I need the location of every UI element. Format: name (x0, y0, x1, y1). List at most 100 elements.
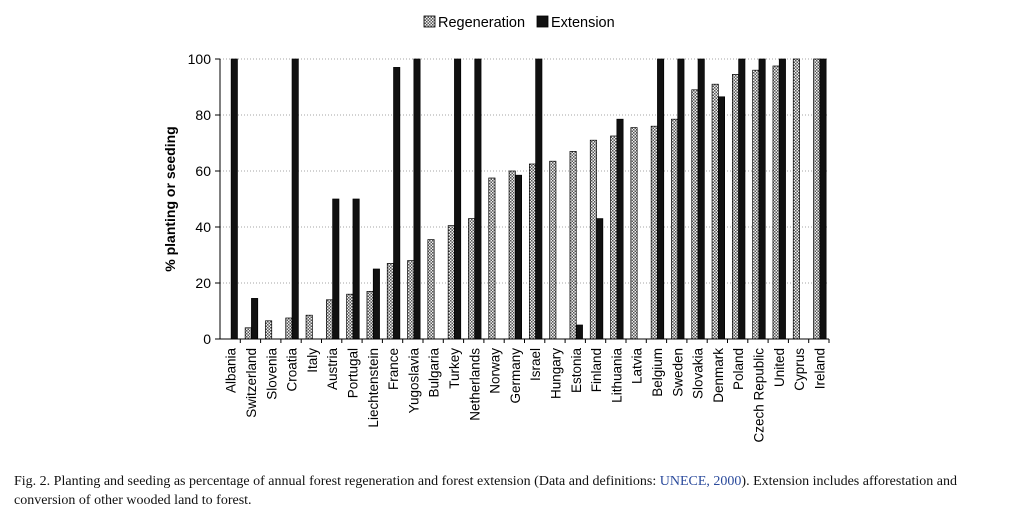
x-tick-label: Slovakia (691, 348, 706, 400)
bar-extension (657, 58, 665, 340)
bar-extension (535, 58, 543, 340)
caption-suffix: ). Extension includes afforestation and … (14, 474, 957, 508)
x-tick-label: Hungary (548, 348, 563, 399)
x-tick-label: Yugoslavia (406, 348, 421, 414)
bar-extension (677, 58, 685, 340)
x-axis-labels: Albania Switzerland Slovenia Croatia Italy Au… (224, 339, 830, 443)
bar-regeneration (407, 260, 415, 340)
bar-regeneration (792, 58, 800, 340)
x-tick-label: Netherlands (467, 348, 482, 421)
x-tick-label: Lithuania (609, 348, 624, 403)
bar-extension (454, 58, 462, 340)
legend: Regeneration Extension (423, 15, 615, 31)
bar-extension (474, 58, 482, 340)
x-tick-label: Norway (488, 348, 503, 394)
bar-regeneration (589, 139, 597, 340)
x-tick-label: Sweden (670, 348, 685, 397)
y-axis-ticks: 0 20 40 60 80 100 (188, 51, 220, 347)
bars (230, 58, 827, 340)
caption-prefix: Fig. 2. Planting and seeding as percenta… (14, 474, 660, 489)
bar-regeneration (346, 293, 354, 340)
bar-regeneration (366, 291, 374, 340)
bar-extension (230, 58, 238, 340)
x-tick-label: Italy (305, 348, 320, 373)
y-tick-label: 0 (203, 331, 211, 347)
y-tick-label: 40 (195, 219, 211, 235)
x-tick-label: Albania (224, 348, 239, 394)
legend-swatch-regeneration (423, 15, 436, 28)
x-tick-label: Belgium (650, 348, 665, 397)
bar-regeneration (569, 151, 577, 340)
bar-regeneration (813, 58, 821, 340)
bar-extension (352, 198, 360, 340)
bar-regeneration (610, 135, 618, 340)
x-tick-label: United (772, 348, 787, 387)
bar-regeneration (630, 127, 638, 340)
x-tick-label: Turkey (447, 348, 462, 389)
x-tick-label: Croatia (285, 348, 300, 392)
bar-extension (758, 58, 766, 340)
bar-extension (575, 324, 583, 340)
legend-label-regeneration: Regeneration (438, 15, 525, 31)
bar-regeneration (488, 177, 496, 340)
bar-regeneration (447, 225, 455, 340)
bar-regeneration (711, 83, 719, 340)
x-tick-label: Germany (508, 348, 523, 404)
bar-regeneration (244, 327, 252, 340)
bar-regeneration (265, 320, 273, 340)
bar-extension (291, 58, 299, 340)
x-tick-label: Latvia (630, 348, 645, 385)
bar-extension (393, 67, 401, 340)
x-tick-label: France (386, 348, 401, 390)
gridlines (220, 58, 829, 284)
x-tick-label: Czech Republic (751, 348, 766, 443)
bar-regeneration (650, 125, 658, 340)
figure-caption: Fig. 2. Planting and seeding as percenta… (14, 472, 1004, 510)
x-tick-label: Liechtenstein (366, 348, 381, 428)
bar-regeneration (427, 239, 435, 340)
x-tick-label: Estonia (569, 348, 584, 394)
legend-swatch-extension (536, 15, 549, 28)
bar-extension (616, 118, 624, 340)
bar-regeneration (508, 170, 516, 340)
bar-regeneration (671, 118, 679, 340)
x-tick-label: Finland (589, 348, 604, 392)
bar-regeneration (691, 89, 699, 340)
bar-extension (778, 58, 786, 340)
x-tick-label: Bulgaria (427, 348, 442, 398)
bar-extension (697, 58, 705, 340)
x-tick-label: Poland (731, 348, 746, 390)
bar-regeneration (326, 299, 334, 340)
x-tick-label: Switzerland (244, 348, 259, 418)
x-tick-label: Israel (528, 348, 543, 381)
x-tick-label: Austria (325, 348, 340, 391)
bar-extension (717, 96, 725, 340)
bar-regeneration (305, 314, 313, 340)
legend-label-extension: Extension (551, 15, 615, 31)
bar-extension (413, 58, 421, 340)
y-tick-label: 20 (195, 275, 211, 291)
bar-extension (514, 174, 522, 340)
x-tick-label: Cyprus (792, 348, 807, 391)
bar-regeneration (468, 218, 476, 340)
bar-extension (596, 218, 604, 340)
x-tick-label: Portugal (345, 348, 360, 398)
y-tick-label: 60 (195, 163, 211, 179)
x-tick-label: Denmark (711, 348, 726, 403)
x-tick-label: Slovenia (264, 348, 279, 400)
y-tick-label: 80 (195, 107, 211, 123)
y-axis-label: % planting or seeding (162, 126, 178, 271)
bar-extension (738, 58, 746, 340)
bar-regeneration (549, 160, 557, 340)
bar-chart: Regeneration Extension % planting or see… (162, 15, 830, 443)
bar-regeneration (731, 74, 739, 340)
x-tick-label: Ireland (812, 348, 827, 389)
caption-reference-link[interactable]: UNECE, 2000 (659, 474, 742, 489)
bar-extension (251, 298, 259, 340)
bar-regeneration (285, 317, 293, 340)
y-tick-label: 100 (188, 51, 212, 67)
bar-regeneration (386, 263, 394, 340)
bar-extension (372, 268, 380, 340)
bar-regeneration (528, 163, 536, 340)
bar-extension (819, 58, 827, 340)
